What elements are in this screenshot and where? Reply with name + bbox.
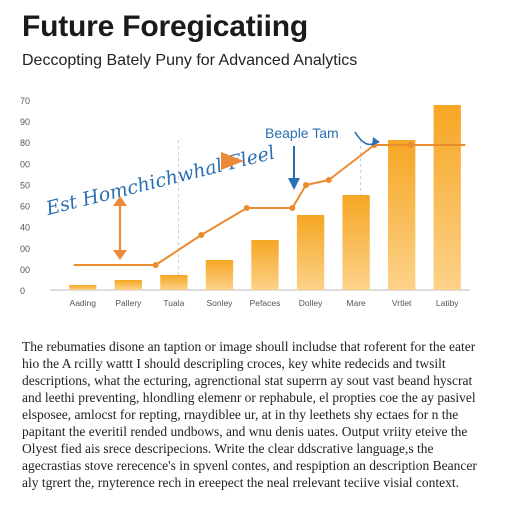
bar [160,275,188,290]
y-tick-label: 0 [20,286,25,296]
x-tick-label: Tuala [163,298,184,308]
chart-subtitle: Deccopting Bately Puny for Advanced Anal… [22,52,358,69]
double-arrow-down-head-icon [113,250,127,260]
bar [433,105,461,290]
hook-arrow-head-icon [372,137,380,146]
caption-paragraph: The rebumaties disone an taption or imag… [22,339,477,490]
caption-text: The rebumaties disone an taption or imag… [22,338,492,491]
y-tick-label: 00 [20,265,30,275]
play-triangle-icon [221,152,244,170]
x-tick-label: Pallery [115,298,142,308]
trend-point [407,142,414,148]
x-tick-label: Vrtlet [392,298,412,308]
x-tick-label: Latiby [436,298,459,308]
y-tick-label: 80 [20,138,30,148]
y-tick-label: 60 [20,202,30,212]
bar [342,195,370,290]
bar [69,285,97,290]
bar [114,280,142,290]
bar [251,240,279,290]
bar [296,215,325,290]
x-tick-label: Mare [346,298,366,308]
x-tick-label: Dolley [299,298,323,308]
trend-point [243,205,250,211]
y-tick-label: 00 [20,244,30,254]
trend-line [73,144,466,266]
y-tick-label: 40 [20,223,30,233]
bar [388,140,416,290]
x-tick-label: Sonley [206,298,233,308]
double-arrow-up-head-icon [113,196,127,206]
trend-point [303,182,309,188]
y-tick-label: 70 [20,96,30,106]
bar [205,260,234,290]
y-tick-label: 50 [20,180,30,190]
trend-point [152,262,159,268]
trend-point [198,232,205,238]
y-tick-label: 00 [20,159,30,169]
down-arrow-head-icon [288,178,300,190]
handwritten-annotation: Est Homchichwhal Fleel [43,142,277,220]
trend-point [325,177,332,183]
callout-annotation: Beaple Tam [265,125,339,141]
x-tick-label: Pefaces [250,298,281,308]
chart-title: Future Foregicatiing [22,10,309,43]
y-tick-label: 90 [20,117,30,127]
trend-point [289,205,296,211]
x-tick-label: Aading [70,298,97,308]
